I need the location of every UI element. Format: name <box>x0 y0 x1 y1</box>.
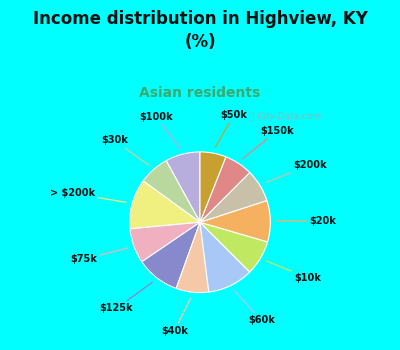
Wedge shape <box>142 222 200 288</box>
Wedge shape <box>200 222 268 272</box>
Text: Asian residents: Asian residents <box>139 86 261 100</box>
Wedge shape <box>143 161 200 222</box>
Text: $30k: $30k <box>101 135 149 165</box>
Wedge shape <box>200 222 250 292</box>
Text: $150k: $150k <box>243 126 294 159</box>
Text: $10k: $10k <box>266 261 321 283</box>
Text: $60k: $60k <box>234 290 275 325</box>
Wedge shape <box>200 157 250 222</box>
Text: $75k: $75k <box>70 248 128 264</box>
Text: $50k: $50k <box>215 110 247 147</box>
Text: $200k: $200k <box>266 160 326 183</box>
Text: $100k: $100k <box>139 112 180 148</box>
Wedge shape <box>166 152 200 222</box>
Wedge shape <box>130 181 200 229</box>
Text: $40k: $40k <box>161 298 191 336</box>
Text: ⓘ City-Data.com: ⓘ City-Data.com <box>249 112 321 121</box>
Wedge shape <box>200 173 267 222</box>
Wedge shape <box>200 152 226 222</box>
Text: $20k: $20k <box>277 216 336 225</box>
Wedge shape <box>130 222 200 262</box>
Text: > $200k: > $200k <box>50 189 126 202</box>
Text: Income distribution in Highview, KY
(%): Income distribution in Highview, KY (%) <box>32 10 368 51</box>
Wedge shape <box>176 222 209 293</box>
Text: $125k: $125k <box>100 282 152 313</box>
Wedge shape <box>200 201 270 242</box>
